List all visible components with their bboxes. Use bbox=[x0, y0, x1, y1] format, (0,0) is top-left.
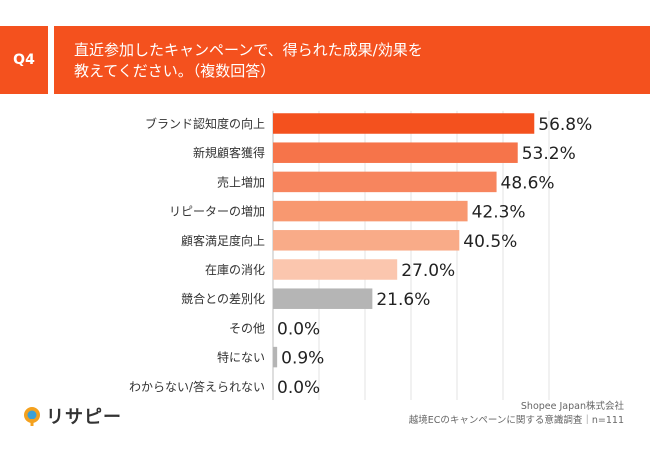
bar bbox=[273, 288, 373, 309]
category-label: 在庫の消化 bbox=[205, 263, 265, 277]
question-number-badge: Q4 bbox=[0, 26, 48, 94]
bar bbox=[273, 200, 468, 222]
bar bbox=[273, 142, 518, 163]
value-label: 0.9% bbox=[281, 349, 324, 369]
value-label: 0.0% bbox=[277, 319, 320, 339]
category-label: 売上増加 bbox=[217, 174, 265, 189]
category-label: その他 bbox=[229, 321, 265, 335]
category-label: わからない/答えられない bbox=[129, 379, 265, 394]
question-title-line2: 教えてください。（複数回答） bbox=[74, 62, 276, 80]
category-label: 新規顧客獲得 bbox=[193, 145, 265, 160]
value-label: 56.8% bbox=[538, 115, 592, 135]
question-title-line1: 直近参加したキャンペーンで、得られた成果/効果を bbox=[74, 41, 423, 59]
bar-chart: ブランド認知度の向上 56.8% 新規顧客獲得 53.2% 売上増加 48.6% リピーター… bbox=[129, 110, 592, 400]
bar bbox=[273, 113, 535, 134]
value-label: 40.5% bbox=[463, 232, 517, 252]
value-label: 0.0% bbox=[277, 378, 320, 398]
category-label: 顧客満足度向上 bbox=[181, 233, 265, 248]
logo-text: リサピー bbox=[46, 407, 122, 428]
logo-pin-icon bbox=[24, 407, 40, 426]
source-footer: Shopee Japan株式会社 越境ECのキャンペーンに関する意識調査｜n=1… bbox=[409, 400, 624, 428]
value-label: 27.0% bbox=[401, 261, 455, 281]
value-label: 21.6% bbox=[376, 290, 430, 310]
bar bbox=[273, 259, 398, 280]
question-title: 直近参加したキャンペーンで、得られた成果/効果を 教えてください。（複数回答） bbox=[54, 26, 650, 94]
bar bbox=[273, 230, 460, 251]
label-layer: ブランド認知度の向上 56.8% 新規顧客獲得 53.2% 売上増加 48.6% リピーター… bbox=[129, 115, 592, 398]
category-label: ブランド認知度の向上 bbox=[145, 116, 265, 131]
category-label: リピーターの増加 bbox=[169, 205, 265, 219]
category-label: 特にない bbox=[217, 350, 265, 365]
risapi-logo: リサピー bbox=[22, 403, 122, 429]
bar-layer bbox=[273, 113, 535, 368]
bar bbox=[273, 171, 497, 193]
bar bbox=[273, 346, 278, 368]
question-header: Q4 直近参加したキャンペーンで、得られた成果/効果を 教えてください。（複数回… bbox=[0, 26, 650, 94]
footer-company: Shopee Japan株式会社 bbox=[520, 401, 624, 412]
footer-survey: 越境ECのキャンペーンに関する意識調査｜n=111 bbox=[408, 415, 624, 426]
category-label: 競合との差別化 bbox=[181, 291, 265, 306]
value-label: 48.6% bbox=[501, 173, 555, 193]
value-label: 53.2% bbox=[522, 144, 576, 164]
value-label: 42.3% bbox=[472, 203, 526, 223]
